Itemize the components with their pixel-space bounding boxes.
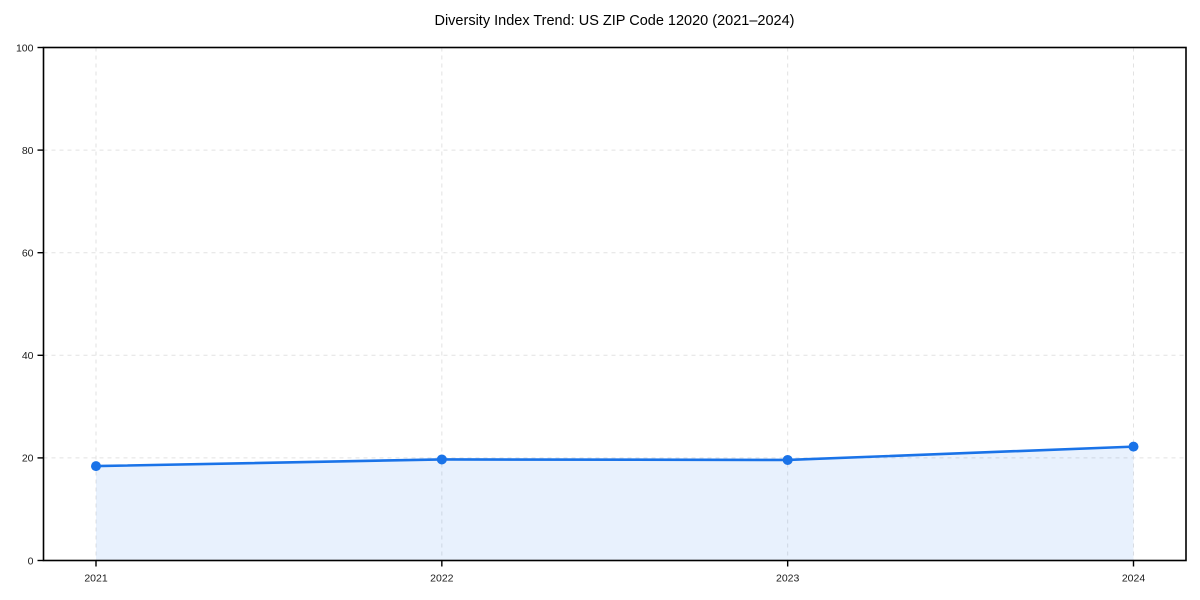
y-tick-label: 20 xyxy=(22,453,34,465)
y-tick-label: 40 xyxy=(22,350,34,362)
data-point-2023 xyxy=(782,454,793,465)
x-tick-label: 2023 xyxy=(776,573,800,585)
area-fill xyxy=(96,446,1134,561)
chart-title: Diversity Index Trend: US ZIP Code 12020… xyxy=(434,13,795,29)
x-tick-label: 2024 xyxy=(1122,573,1146,585)
data-point-2021 xyxy=(91,461,101,472)
trend-line xyxy=(94,445,1135,468)
y-tick-label: 60 xyxy=(22,248,34,260)
y-tick-label: 100 xyxy=(16,42,34,54)
x-tick-label: 2022 xyxy=(430,573,454,585)
plot-border xyxy=(42,46,1187,562)
data-point-2024 xyxy=(1128,441,1139,452)
y-tick-label: 80 xyxy=(22,145,34,157)
data-point-2022 xyxy=(436,454,447,465)
x-tick-label: 2021 xyxy=(84,573,108,585)
y-tick-label: 0 xyxy=(28,555,34,567)
